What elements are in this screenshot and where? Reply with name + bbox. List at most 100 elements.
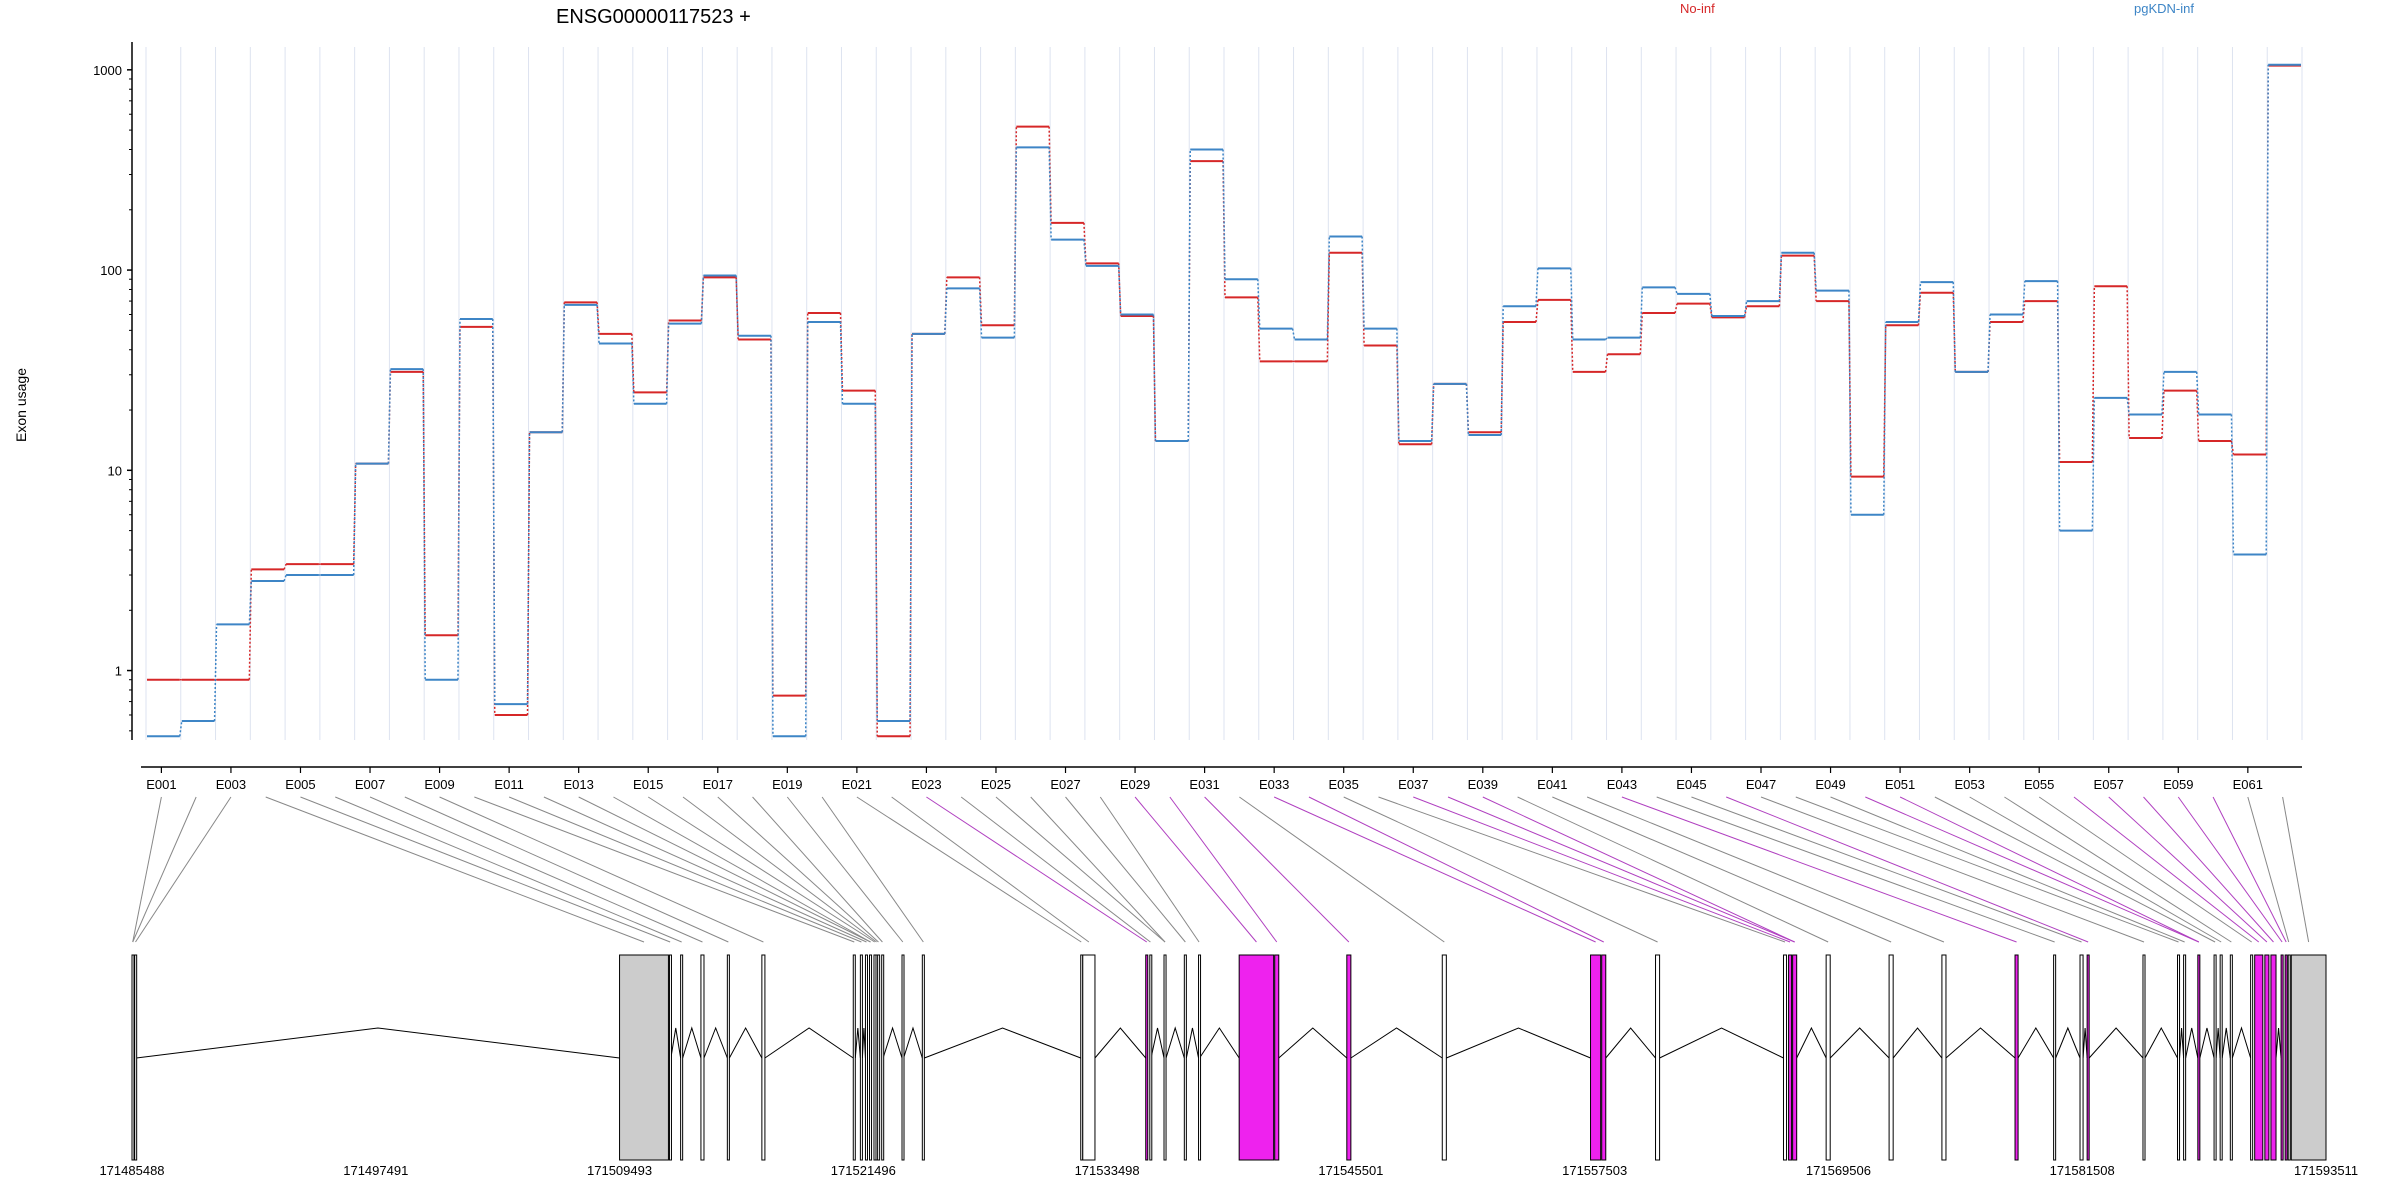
- y-tick-label: 100: [100, 263, 122, 278]
- connector-line: [1830, 796, 2185, 943]
- series-riser: [2126, 286, 2130, 439]
- connector-line: [1934, 796, 2216, 943]
- exon-box: [1163, 954, 1167, 1161]
- series-riser: [944, 288, 948, 334]
- intron-line: [924, 1027, 1081, 1059]
- series-riser: [596, 304, 600, 344]
- series-riser: [1813, 255, 1817, 302]
- exon-box: [2270, 954, 2277, 1161]
- genome-coordinate-label: 171593511: [2294, 1163, 2358, 1178]
- intron-line: [2017, 1027, 2055, 1059]
- exon-box: [864, 954, 868, 1161]
- series-riser: [1361, 236, 1365, 329]
- series-riser: [1778, 252, 1783, 302]
- exon-box: [1590, 954, 1602, 1161]
- exon-box: [877, 954, 881, 1161]
- intron-line: [2179, 1027, 2185, 1059]
- x-tick-label: E049: [1815, 777, 1845, 792]
- connector-line: [1795, 796, 2179, 943]
- y-tick-label: 10: [108, 463, 122, 478]
- intron-line: [1278, 1027, 1348, 1059]
- intron-line: [1605, 1027, 1656, 1059]
- genome-coordinate-label: 171533498: [1075, 1163, 1140, 1178]
- gene-model: 171485488 171497491 171509493 171521496 1715…: [99, 954, 2358, 1178]
- series-pgKDN-inf: [147, 63, 2301, 738]
- exon-box: [2264, 954, 2270, 1161]
- connector-line: [1065, 796, 1186, 943]
- connector-line: [1517, 796, 1829, 943]
- connector-line: [2282, 796, 2310, 943]
- series-lines: [147, 63, 2301, 738]
- x-tick-label: E011: [494, 777, 523, 792]
- series-riser: [1952, 282, 1957, 372]
- connector-line: [132, 796, 197, 943]
- connector-line: [1343, 796, 1658, 943]
- connector-line: [1273, 796, 1596, 943]
- intron-line: [1796, 1026, 1827, 1059]
- x-tick-label: E027: [1050, 777, 1080, 792]
- series-riser: [1187, 149, 1191, 442]
- series-riser: [1465, 383, 1470, 436]
- x-tick-label: E017: [703, 777, 733, 792]
- exon-box: [1198, 954, 1202, 1161]
- series-riser: [874, 403, 879, 721]
- genome-coordinate-label: 171581508: [2050, 1163, 2115, 1178]
- series-riser: [2230, 414, 2235, 555]
- series-riser: [352, 463, 357, 576]
- series-riser: [2265, 64, 2269, 555]
- exon-connector-lines: [132, 796, 2310, 943]
- connector-line: [960, 796, 1151, 943]
- exon-box: [859, 954, 863, 1161]
- connector-line: [1134, 796, 1257, 943]
- intron-line: [728, 1026, 763, 1059]
- intron-line: [1165, 1026, 1185, 1059]
- connector-line: [2004, 796, 2232, 943]
- series-riser: [978, 288, 983, 338]
- intron-line: [682, 1026, 702, 1059]
- series-riser: [1639, 287, 1644, 338]
- series-riser: [1257, 297, 1261, 362]
- connector-line: [1691, 796, 2082, 943]
- intron-line: [136, 1027, 620, 1059]
- connector-line: [995, 796, 1166, 943]
- series-riser: [596, 302, 600, 334]
- series-riser: [1430, 383, 1435, 442]
- series-riser: [1917, 282, 1922, 323]
- connector-line: [578, 796, 871, 943]
- connector-line: [2108, 796, 2268, 943]
- intron-line: [1185, 1027, 1200, 1059]
- exon-box: [2290, 954, 2327, 1161]
- series-riser: [213, 624, 218, 721]
- legend-pgkdn-inf: pgKDN-inf: [2134, 1, 2194, 16]
- series-riser: [1257, 279, 1261, 329]
- series-riser: [1117, 265, 1122, 315]
- connector-line: [752, 796, 883, 943]
- x-tick-label: E053: [1954, 777, 1984, 792]
- exon-box: [1782, 954, 1788, 1161]
- intron-line: [1094, 1027, 1147, 1059]
- connector-line: [717, 796, 879, 943]
- genome-coordinate-label: 171485488: [99, 1163, 164, 1178]
- connector-line: [1169, 796, 1278, 943]
- series-riser: [1291, 328, 1296, 340]
- x-tick-label: E037: [1398, 777, 1428, 792]
- series-riser: [1117, 263, 1122, 316]
- exon-box: [680, 954, 684, 1161]
- exon-box: [2183, 954, 2187, 1161]
- intron-line: [2199, 1027, 2215, 1059]
- series-riser: [1882, 322, 1887, 515]
- series-riser: [839, 313, 844, 391]
- genome-coordinate-label: 171497491: [343, 1163, 408, 1178]
- intron-line: [1199, 1027, 1240, 1059]
- exon-box: [1788, 954, 1793, 1161]
- series-riser: [1604, 354, 1609, 373]
- y-tick-label: 1: [115, 664, 122, 679]
- intron-line: [903, 1026, 923, 1059]
- series-riser: [1604, 337, 1609, 341]
- exon-box: [1082, 954, 1096, 1161]
- exon-box: [2177, 954, 2181, 1161]
- series-riser: [491, 318, 496, 705]
- connector-line: [1621, 796, 2017, 943]
- connector-line: [404, 796, 729, 943]
- connector-line: [1308, 796, 1604, 943]
